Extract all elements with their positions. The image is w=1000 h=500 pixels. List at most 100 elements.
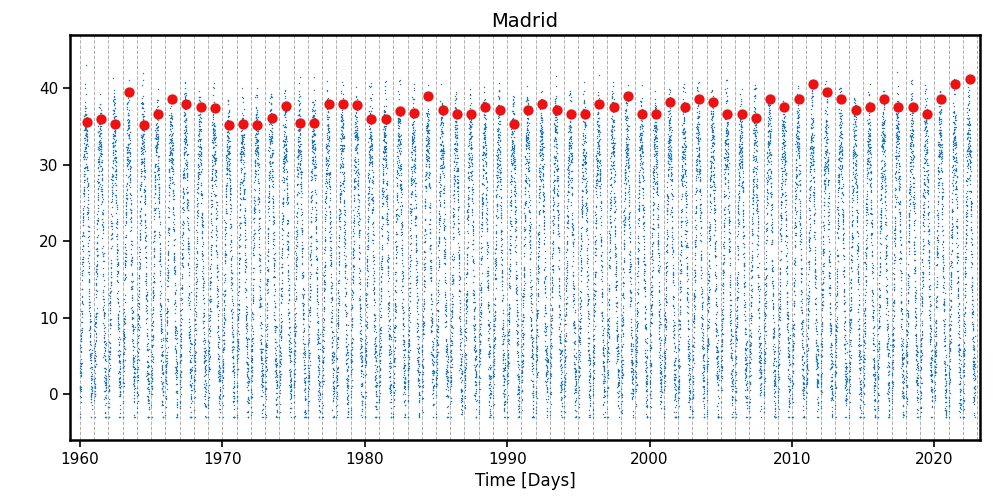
Point: [318, 161, 334, 169]
Point: [581, 354, 597, 362]
Point: [488, 258, 504, 266]
Point: [236, 163, 252, 171]
Point: [473, 288, 489, 296]
Point: [325, 353, 341, 361]
Point: [166, 180, 182, 188]
Point: [963, 210, 979, 218]
Point: [880, 380, 896, 388]
Point: [251, 163, 267, 171]
Point: [262, 158, 278, 166]
Point: [477, 100, 493, 108]
Point: [110, 298, 126, 306]
Point: [674, 192, 690, 200]
Point: [223, 308, 239, 316]
Point: [692, 185, 708, 193]
Point: [744, 256, 760, 264]
Point: [823, 364, 839, 372]
Point: [205, 120, 221, 128]
Point: [608, 285, 624, 293]
Point: [695, 390, 711, 398]
Point: [687, 209, 703, 217]
Point: [847, 99, 863, 107]
Point: [842, 358, 858, 366]
Point: [135, 110, 151, 118]
Point: [274, 251, 290, 259]
Point: [490, 177, 506, 185]
Point: [324, 356, 340, 364]
Point: [119, 190, 135, 198]
Point: [110, 295, 126, 303]
Point: [943, 234, 959, 241]
Point: [189, 277, 205, 285]
Point: [254, 381, 270, 389]
Point: [239, 358, 255, 366]
Point: [462, 111, 478, 119]
Point: [291, 163, 307, 171]
Point: [277, 107, 293, 115]
Point: [643, 283, 659, 291]
Point: [510, 364, 526, 372]
Point: [877, 175, 893, 183]
Point: [656, 352, 672, 360]
Point: [138, 272, 154, 280]
Point: [496, 413, 512, 421]
Point: [178, 133, 194, 141]
Point: [117, 274, 133, 282]
Point: [534, 175, 550, 183]
Point: [91, 144, 107, 152]
Point: [325, 348, 341, 356]
Point: [376, 142, 392, 150]
Point: [894, 374, 910, 382]
Point: [913, 356, 929, 364]
Point: [290, 160, 306, 168]
Point: [515, 313, 531, 321]
Point: [380, 254, 396, 262]
Point: [354, 406, 370, 414]
Point: [891, 160, 907, 168]
Point: [543, 316, 559, 324]
Point: [182, 326, 198, 334]
Point: [283, 376, 299, 384]
Point: [572, 314, 588, 322]
Point: [417, 225, 433, 233]
Point: [236, 132, 252, 140]
Point: [92, 180, 108, 188]
Point: [682, 374, 698, 382]
Point: [136, 128, 152, 136]
Point: [593, 236, 609, 244]
Point: [537, 274, 553, 281]
Point: [286, 369, 302, 377]
Point: [560, 184, 576, 192]
Point: [936, 328, 952, 336]
Point: [298, 413, 314, 421]
Point: [197, 344, 213, 352]
Point: [674, 177, 690, 185]
Point: [225, 337, 241, 345]
Point: [434, 160, 450, 168]
Point: [762, 93, 778, 101]
Point: [504, 130, 520, 138]
Point: [872, 234, 888, 241]
Point: [303, 262, 319, 270]
Point: [735, 184, 751, 192]
Point: [604, 184, 620, 192]
Point: [771, 311, 787, 319]
Point: [315, 318, 331, 326]
Point: [949, 252, 965, 260]
Point: [530, 262, 546, 270]
Point: [777, 137, 793, 145]
Point: [829, 282, 845, 290]
Point: [595, 362, 611, 370]
Point: [251, 222, 267, 230]
Point: [749, 176, 765, 184]
Point: [625, 411, 641, 419]
Point: [430, 308, 446, 316]
Point: [153, 289, 169, 297]
Point: [416, 263, 432, 271]
Point: [914, 296, 930, 304]
Point: [889, 113, 905, 121]
Point: [523, 326, 539, 334]
Point: [608, 282, 624, 290]
Point: [691, 170, 707, 177]
Point: [292, 73, 308, 81]
